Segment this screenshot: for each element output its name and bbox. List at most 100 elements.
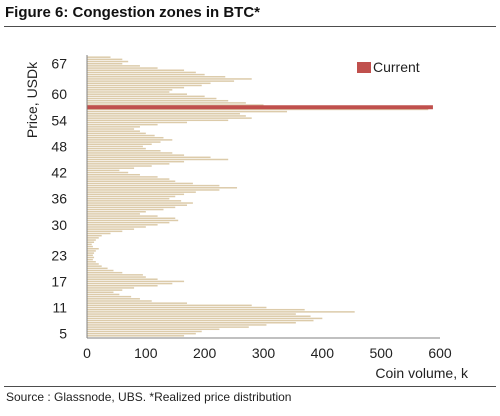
distribution-bar (87, 97, 217, 100)
y-tick-label: 11 (52, 300, 67, 316)
source-note: Source : Glassnode, UBS. *Realized price… (6, 390, 292, 404)
distribution-bar (87, 91, 170, 93)
distribution-bar (87, 206, 176, 209)
distribution-bar (87, 300, 152, 302)
distribution-bar (87, 58, 123, 61)
distribution-bar (87, 263, 99, 265)
distribution-bar (87, 156, 211, 159)
distribution-bar (87, 80, 235, 82)
distribution-bar (87, 293, 120, 296)
distribution-bar (87, 176, 158, 178)
distribution-bar (87, 317, 323, 320)
y-axis-title: Price, USDk (24, 61, 40, 138)
distribution-bar (87, 295, 132, 298)
distribution-bar (87, 215, 158, 217)
distribution-bar (87, 71, 196, 74)
distribution-bar (87, 73, 205, 76)
distribution-bar (87, 152, 173, 154)
distribution-bar (87, 65, 140, 67)
distribution-bar (87, 302, 188, 304)
distribution-bar (87, 178, 170, 180)
distribution-bar (87, 89, 173, 91)
distribution-bar (87, 115, 246, 117)
distribution-bar (87, 121, 188, 124)
distribution-bar (87, 254, 93, 257)
distribution-bar (87, 256, 95, 259)
distribution-bar (87, 248, 99, 250)
distribution-bar (87, 330, 202, 333)
distribution-bar (87, 237, 99, 239)
distribution-bar (87, 285, 158, 287)
y-tick-label: 67 (51, 56, 67, 72)
distribution-bar (87, 95, 205, 98)
distribution-bar (87, 278, 158, 280)
distribution-bar (87, 332, 196, 335)
distribution-bar (87, 213, 140, 215)
distribution-bar (87, 197, 170, 200)
distribution-bar (87, 182, 193, 185)
distribution-bar (87, 267, 108, 270)
distribution-bar (87, 245, 93, 248)
x-tick-labels: 0 100 200 300 400 500 600 (83, 345, 452, 361)
distribution-bar (87, 123, 158, 126)
distribution-bar (87, 93, 188, 95)
y-tick-label: 30 (51, 217, 67, 233)
distribution-bar (87, 202, 193, 204)
distribution-bar (87, 163, 170, 165)
distribution-bar (87, 322, 296, 324)
title-divider (4, 26, 496, 27)
distribution-bar (87, 276, 146, 278)
x-axis-title: Coin volume, k (375, 365, 469, 381)
distribution-bar (87, 102, 246, 104)
distribution-bar (87, 184, 220, 187)
distribution-bar (87, 280, 185, 283)
y-tick-label: 17 (51, 273, 67, 289)
distribution-bar (87, 319, 314, 322)
distribution-bars (87, 56, 429, 337)
distribution-bar (87, 219, 179, 222)
distribution-bar (87, 154, 185, 156)
distribution-bar (87, 252, 95, 254)
y-tick-label: 36 (51, 191, 67, 207)
distribution-bar (87, 313, 296, 315)
distribution-bar (87, 169, 120, 172)
distribution-bar (87, 86, 185, 89)
x-tick-label: 0 (83, 345, 91, 361)
distribution-bar (87, 167, 135, 169)
distribution-bar (87, 308, 305, 311)
distribution-bar (87, 99, 229, 102)
legend-label-current: Current (373, 59, 420, 75)
distribution-bar (87, 165, 152, 167)
distribution-bar (87, 191, 196, 193)
distribution-bar (87, 110, 288, 113)
legend: Current (357, 59, 420, 75)
distribution-bar (87, 324, 267, 326)
y-tick-label: 60 (51, 86, 67, 102)
distribution-bar (87, 126, 140, 128)
y-tick-label: 48 (51, 138, 67, 154)
distribution-bar (87, 189, 220, 191)
distribution-bar (87, 147, 146, 150)
distribution-bar (87, 224, 158, 226)
distribution-bar (87, 113, 240, 115)
distribution-bar (87, 150, 161, 152)
distribution-bar (87, 158, 229, 161)
distribution-bar (87, 141, 161, 143)
distribution-bar (87, 265, 102, 267)
current-price-series (87, 105, 433, 110)
distribution-bar (87, 210, 146, 213)
distribution-bar (87, 195, 176, 198)
distribution-bar (87, 243, 92, 246)
distribution-bar (87, 258, 93, 261)
distribution-bar (87, 76, 226, 78)
distribution-bar (87, 311, 355, 313)
distribution-bar (87, 217, 176, 220)
distribution-bar (87, 145, 143, 148)
distribution-bar (87, 60, 129, 63)
distribution-bar (87, 250, 96, 252)
distribution-bar (87, 282, 173, 285)
distribution-bar (87, 315, 311, 317)
distribution-bar (87, 269, 114, 272)
distribution-bar (87, 208, 164, 211)
